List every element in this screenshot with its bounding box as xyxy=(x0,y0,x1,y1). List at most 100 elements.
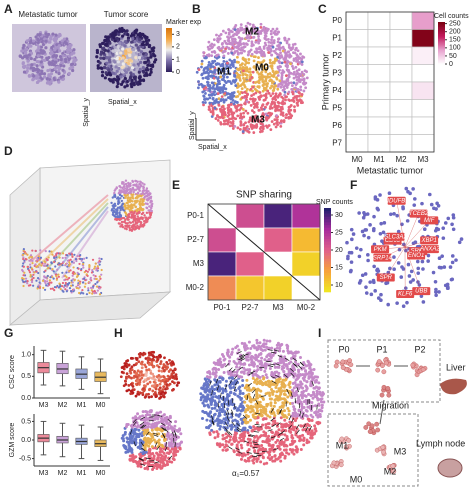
tissue-spot xyxy=(31,41,36,45)
velocity-spot xyxy=(121,365,125,369)
network-node xyxy=(373,197,378,201)
cluster-spot xyxy=(213,436,217,440)
cluster-spot xyxy=(254,102,258,106)
velocity-spot xyxy=(177,381,181,385)
network-node xyxy=(385,280,390,285)
score-spot xyxy=(139,60,143,64)
cluster-spot xyxy=(209,110,213,114)
score-spot xyxy=(96,66,100,70)
score-spot xyxy=(124,70,129,74)
velocity-spot xyxy=(144,374,148,377)
tissue-spot xyxy=(31,78,35,82)
score-spot xyxy=(101,46,106,50)
cluster-spot xyxy=(229,63,233,67)
cluster-spot xyxy=(203,97,206,101)
network-node xyxy=(445,282,450,287)
cluster-spot xyxy=(216,77,220,81)
cell-spot xyxy=(118,190,122,194)
cluster-spot xyxy=(279,85,283,89)
slide-spot xyxy=(40,264,43,267)
slide-spot xyxy=(64,288,67,291)
cluster-spot xyxy=(249,346,253,350)
score-spot xyxy=(121,47,125,51)
network-node xyxy=(406,262,411,267)
colorbar-segment xyxy=(438,34,445,37)
cluster-spot xyxy=(197,83,201,87)
cluster-spot xyxy=(147,422,151,426)
cluster-spot xyxy=(221,74,225,78)
tissue-spot xyxy=(36,76,40,80)
velocity-arrow xyxy=(164,446,168,452)
score-spot xyxy=(133,77,137,81)
cluster-spot xyxy=(156,465,160,469)
cluster-spot xyxy=(257,37,260,41)
score-spot xyxy=(151,64,155,69)
score-spot xyxy=(124,52,128,56)
tissue-spot xyxy=(61,68,65,72)
cell-spot xyxy=(136,215,139,218)
cluster-spot xyxy=(125,440,129,444)
cluster-spot xyxy=(172,450,176,454)
cluster-spot xyxy=(228,376,232,380)
cluster-spot xyxy=(141,410,145,414)
cluster-spot xyxy=(216,68,220,72)
cluster-spot xyxy=(139,455,143,459)
cluster-spot xyxy=(167,435,171,439)
cell-spot xyxy=(135,184,138,188)
cluster-spot xyxy=(207,72,210,75)
cluster-spot xyxy=(212,38,216,42)
cell-spot xyxy=(120,194,123,198)
cluster-spot xyxy=(267,51,270,54)
cell-spot xyxy=(112,209,116,213)
cluster-spot xyxy=(179,440,183,444)
score-spot xyxy=(137,70,141,74)
velocity-spot xyxy=(174,374,178,377)
heat-cell xyxy=(389,46,413,65)
score-spot xyxy=(112,77,116,81)
y-tick-label: 0.5 xyxy=(21,373,31,380)
cluster-spot xyxy=(277,428,281,432)
slide-spot xyxy=(47,256,50,259)
gene-node xyxy=(396,289,415,298)
colorbar-segment xyxy=(438,62,445,65)
cell-spot xyxy=(134,227,138,230)
network-node xyxy=(408,191,412,196)
velocity-spot xyxy=(130,368,134,372)
slide-spot xyxy=(85,273,88,276)
panel-letter: E xyxy=(172,178,180,192)
cluster-spot xyxy=(208,96,212,100)
slide-spot xyxy=(86,270,89,273)
velocity-spot xyxy=(127,384,131,387)
cluster-spot xyxy=(302,77,306,81)
cluster-spot xyxy=(211,96,215,100)
cluster-spot xyxy=(230,95,234,98)
score-spot xyxy=(147,38,151,42)
cluster-spot xyxy=(264,43,268,47)
tissue-spot xyxy=(37,45,41,49)
cluster-spot xyxy=(264,112,268,116)
cluster-spot xyxy=(284,82,288,86)
network-node xyxy=(448,265,453,269)
network-node xyxy=(405,300,409,305)
tissue-spot xyxy=(43,75,47,79)
slide-spot xyxy=(46,264,49,267)
velocity-spot xyxy=(127,374,131,378)
score-spot xyxy=(115,85,119,89)
cluster-spot xyxy=(226,42,229,46)
colorbar-segment xyxy=(324,213,331,217)
cluster-spot xyxy=(276,66,280,70)
cluster-spot xyxy=(211,92,215,96)
score-spot xyxy=(111,52,115,57)
cluster-spot xyxy=(148,441,152,445)
score-spot xyxy=(148,50,152,54)
cluster-spot xyxy=(220,95,224,99)
score-spot xyxy=(128,58,132,62)
cluster-spot xyxy=(284,98,287,102)
slide-spot xyxy=(22,248,25,251)
slide-spot xyxy=(51,287,54,290)
column-label: M3 xyxy=(272,303,284,312)
cluster-spot xyxy=(276,100,280,104)
cell-spot xyxy=(130,189,133,192)
cluster-spot xyxy=(291,64,294,68)
slide-spot xyxy=(41,279,45,282)
